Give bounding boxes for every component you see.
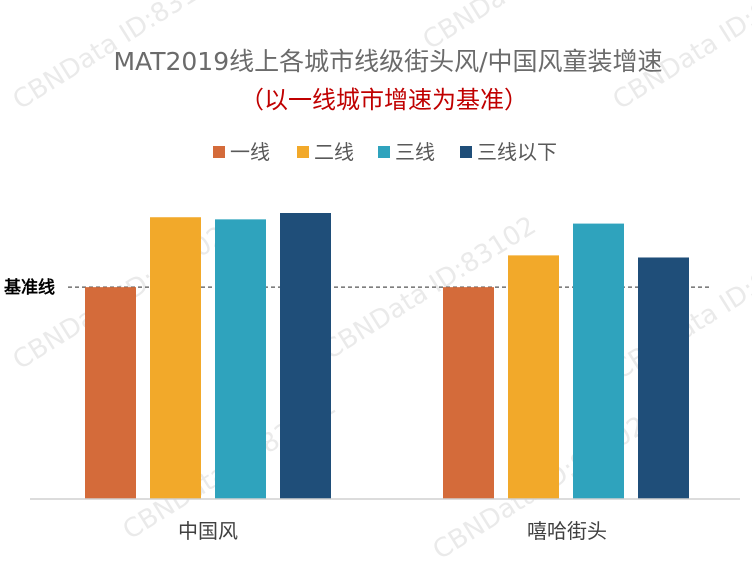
legend-swatch (378, 146, 390, 158)
bar (150, 217, 201, 499)
bar (573, 223, 624, 499)
category-labels: 中国风 嘻哈街头 (178, 519, 607, 543)
bar (280, 213, 331, 499)
bar (638, 257, 689, 499)
watermark-text: CBNData ID:83102 (318, 211, 542, 366)
legend-label: 二线 (314, 140, 354, 164)
bars (85, 213, 689, 499)
bar (443, 287, 494, 499)
category-label: 中国风 (178, 519, 238, 543)
legend-label: 三线 (395, 140, 435, 164)
baseline-label: 基准线 (3, 277, 55, 298)
legend-swatch (213, 146, 225, 158)
chart-subtitle: （以一线城市增速为基准） (240, 86, 528, 114)
legend-swatch (297, 146, 309, 158)
category-label: 嘻哈街头 (527, 519, 607, 543)
bar (215, 219, 266, 499)
bar (508, 255, 559, 499)
legend: 一线 二线 三线 三线以下 (213, 140, 557, 164)
legend-label: 一线 (230, 140, 270, 164)
legend-label: 三线以下 (477, 140, 557, 164)
chart-title: MAT2019线上各城市线级街头风/中国风童装增速 (113, 47, 662, 76)
legend-swatch (460, 146, 472, 158)
bar (85, 287, 136, 499)
